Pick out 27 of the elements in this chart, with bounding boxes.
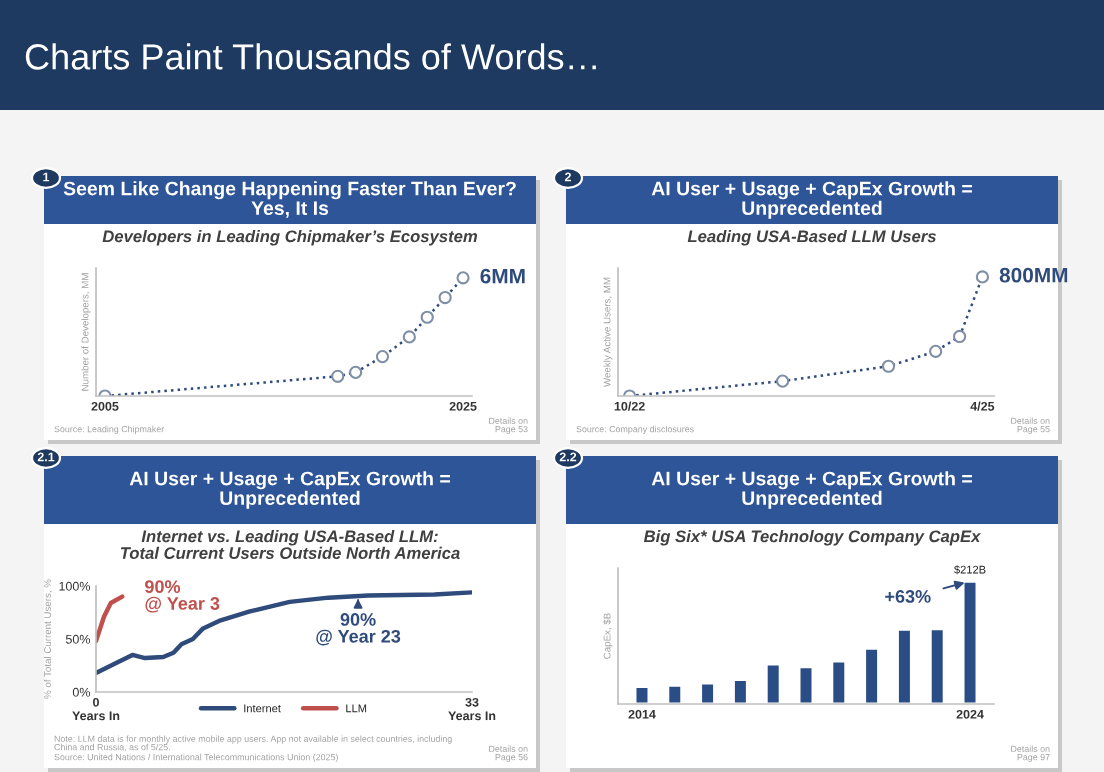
chart-title: AI User + Usage + CapEx Growth = Unprecedented <box>651 471 972 509</box>
bar <box>961 579 979 704</box>
bar <box>797 665 815 704</box>
bar <box>928 627 946 704</box>
chart-subtitle: Big Six* USA Technology Company CapEx <box>643 530 981 546</box>
bar <box>896 627 913 704</box>
chart-title: AI User + Usage + CapEx Growth = Unprecedented <box>129 471 450 509</box>
annotation: 90% @ Year 23 <box>316 613 401 646</box>
line-series <box>96 590 472 676</box>
line-series <box>96 594 125 644</box>
chart-subtitle: Internet vs. Leading USA-Based LLM: Total Current Users Outside North America <box>120 530 460 559</box>
text: Charts Paint Thousands of Words… <box>25 43 596 70</box>
chart-subtitle: Developers in Leading Chipmaker’s Ecosystem <box>102 230 478 246</box>
data-label: 800MM <box>999 267 1068 283</box>
bar <box>699 681 716 704</box>
bar <box>863 647 880 704</box>
annotation: +63% <box>885 590 931 603</box>
chart-title: Seem Like Change Happening Faster Than Ever? Yes, It Is <box>63 181 516 218</box>
annotation: 90% @ Year 3 <box>145 580 220 613</box>
chart-subtitle: Leading USA-Based LLM Users <box>687 230 936 246</box>
bar <box>732 678 749 704</box>
chart-title: AI User + Usage + CapEx Growth = Unprecedented <box>651 181 972 219</box>
data-label: 6MM <box>480 268 525 284</box>
bar <box>830 659 848 704</box>
bar <box>764 662 782 704</box>
bar <box>633 685 651 704</box>
bar <box>666 684 684 704</box>
